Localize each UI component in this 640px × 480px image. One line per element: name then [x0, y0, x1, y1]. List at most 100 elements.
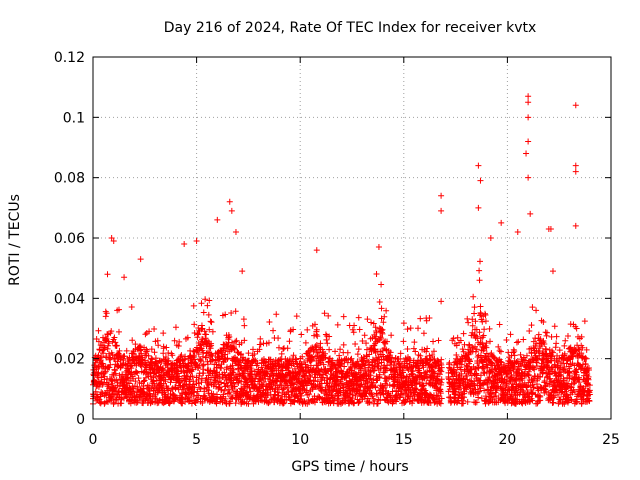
- data-point: [461, 394, 468, 401]
- data-point: [438, 376, 445, 383]
- data-point: [496, 347, 503, 354]
- data-point: [496, 321, 503, 328]
- data-point: [476, 267, 483, 274]
- data-point: [172, 324, 179, 331]
- data-point: [463, 386, 470, 393]
- data-point: [378, 335, 385, 342]
- data-point: [98, 389, 105, 396]
- data-point: [378, 281, 385, 288]
- data-point: [486, 325, 493, 332]
- data-point: [488, 350, 495, 357]
- data-point: [104, 271, 111, 278]
- data-point: [494, 362, 501, 369]
- data-point: [540, 319, 547, 326]
- data-point: [195, 330, 202, 337]
- data-point: [389, 354, 396, 361]
- axis-ticks: [92, 56, 612, 420]
- data-point: [121, 274, 128, 281]
- data-point: [561, 342, 568, 349]
- data-point: [479, 318, 486, 325]
- data-point: [525, 93, 532, 100]
- data-point: [438, 395, 445, 402]
- y-axis-label: ROTI / TECUs: [7, 194, 23, 286]
- data-point: [193, 361, 200, 368]
- data-point: [208, 319, 215, 326]
- data-point: [160, 366, 167, 373]
- data-point: [583, 355, 590, 362]
- data-point: [311, 321, 318, 328]
- data-point: [337, 400, 344, 407]
- data-point: [278, 350, 285, 357]
- data-point: [412, 348, 419, 355]
- data-point: [517, 351, 524, 358]
- data-point: [157, 357, 164, 364]
- data-point: [190, 378, 197, 385]
- data-point: [410, 371, 416, 378]
- data-point: [198, 358, 205, 365]
- data-point: [146, 328, 153, 335]
- data-point: [483, 339, 490, 346]
- data-point: [133, 369, 140, 376]
- data-point: [484, 364, 491, 371]
- data-point: [582, 361, 589, 368]
- data-point: [183, 373, 190, 380]
- data-point: [200, 309, 207, 316]
- data-point: [562, 337, 569, 344]
- data-point: [458, 361, 465, 368]
- data-point: [482, 318, 489, 325]
- data-point: [160, 330, 167, 337]
- data-point: [314, 349, 321, 356]
- data-point: [171, 337, 178, 344]
- data-point: [519, 377, 526, 384]
- data-point: [214, 216, 221, 223]
- data-point: [553, 340, 560, 347]
- data-point: [299, 353, 306, 360]
- data-point: [326, 333, 333, 340]
- data-point: [475, 204, 482, 211]
- data-point: [469, 322, 476, 329]
- data-point: [475, 162, 482, 169]
- data-point: [222, 351, 229, 358]
- data-point: [495, 343, 502, 350]
- data-point: [289, 369, 296, 376]
- data-point: [520, 336, 527, 343]
- data-point: [317, 360, 324, 367]
- data-point: [393, 398, 400, 405]
- data-point: [98, 374, 105, 381]
- data-point: [549, 268, 556, 275]
- data-point: [213, 399, 220, 406]
- data-point: [453, 352, 460, 359]
- data-point: [460, 330, 467, 337]
- data-point: [487, 394, 494, 401]
- data-point: [229, 369, 236, 376]
- data-point: [520, 354, 527, 361]
- data-point: [251, 350, 258, 357]
- data-point: [207, 318, 214, 325]
- data-point: [548, 333, 555, 340]
- data-point: [165, 387, 172, 394]
- data-point: [469, 316, 476, 323]
- data-point: [530, 365, 537, 372]
- data-point: [556, 347, 563, 354]
- data-point: [549, 348, 556, 355]
- data-point: [275, 357, 282, 364]
- data-point: [437, 367, 444, 374]
- data-point: [528, 322, 535, 329]
- data-point: [356, 326, 363, 333]
- y-tick-label: 0.12: [54, 50, 85, 66]
- x-tick-label: 25: [602, 432, 620, 448]
- data-point: [420, 330, 427, 337]
- data-point: [206, 297, 213, 304]
- data-point: [359, 337, 366, 344]
- data-point: [314, 378, 321, 385]
- data-point: [313, 247, 320, 254]
- data-point: [148, 346, 155, 353]
- data-point: [134, 370, 141, 377]
- data-point: [487, 235, 494, 241]
- data-point: [526, 328, 533, 335]
- data-point: [456, 386, 463, 393]
- data-point: [487, 361, 494, 368]
- data-point: [377, 365, 384, 372]
- data-point: [180, 368, 187, 375]
- data-point: [438, 207, 445, 214]
